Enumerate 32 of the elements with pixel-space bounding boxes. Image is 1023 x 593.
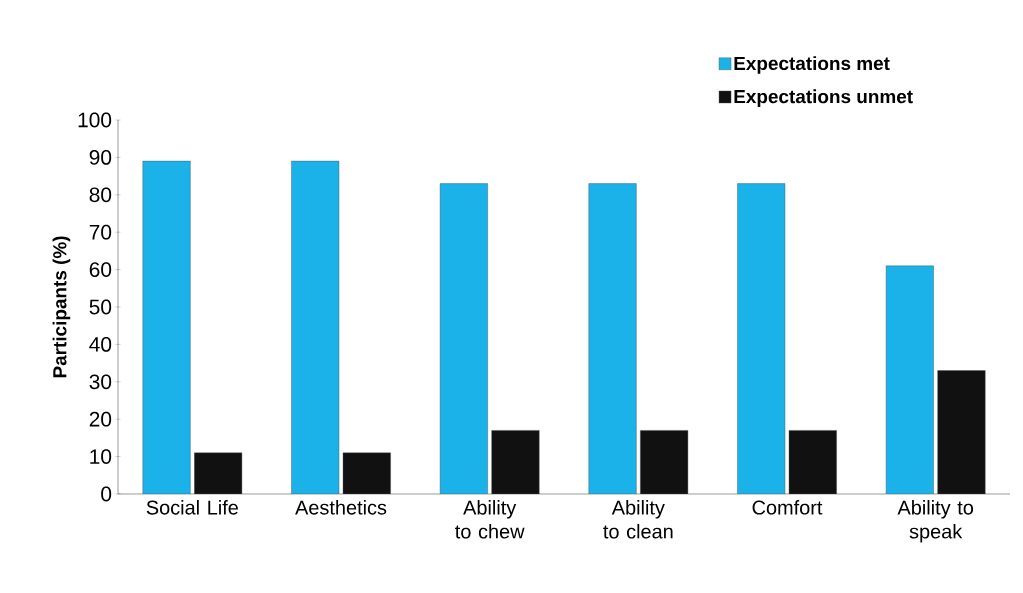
bar [885,265,934,494]
y-tick-label: 70 [89,224,112,240]
bar [737,183,786,494]
bar [342,452,391,494]
y-tick-label: 90 [89,149,112,165]
bar [788,430,837,494]
y-tick-label: 50 [89,299,112,315]
y-tick-label: 40 [89,336,112,352]
y-tick-label: 0 [101,486,112,502]
y-tick-label: 80 [89,187,112,203]
y-tick-label: 100 [78,112,112,128]
bar [291,160,340,494]
bar [439,183,488,494]
legend-label: Expectations met [734,56,890,74]
y-tick-label: 20 [89,411,112,427]
y-axis-title: Participants (%) [52,236,71,378]
bar [194,452,243,494]
x-tick-label: Comfort [752,500,823,515]
x-tick-label: Ability to speak [897,500,974,543]
y-tick-label: 60 [89,262,112,277]
y-tick-label: 10 [90,449,112,464]
x-tick-label: Aesthetics [295,500,387,515]
x-tick-label: Ability to chew [455,500,525,539]
bar [937,370,986,494]
legend-label: Expectations unmet [734,89,913,108]
bar [640,430,689,494]
bar [588,183,637,494]
x-tick-label: Ability to clean [603,500,673,539]
x-tick-label: Social Life [146,500,238,515]
bar [491,430,540,494]
y-tick-label: 30 [89,374,112,390]
bar [142,160,191,494]
